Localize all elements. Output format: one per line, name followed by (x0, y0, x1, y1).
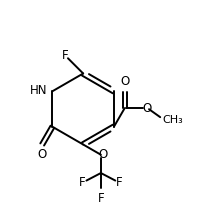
Text: HN: HN (29, 84, 47, 97)
Text: O: O (37, 148, 47, 161)
Text: F: F (79, 176, 86, 189)
Text: O: O (142, 102, 152, 115)
Text: O: O (120, 75, 129, 88)
Text: F: F (98, 192, 104, 205)
Text: F: F (116, 176, 123, 189)
Text: F: F (61, 49, 68, 62)
Text: O: O (99, 148, 108, 161)
Text: CH₃: CH₃ (162, 115, 183, 125)
